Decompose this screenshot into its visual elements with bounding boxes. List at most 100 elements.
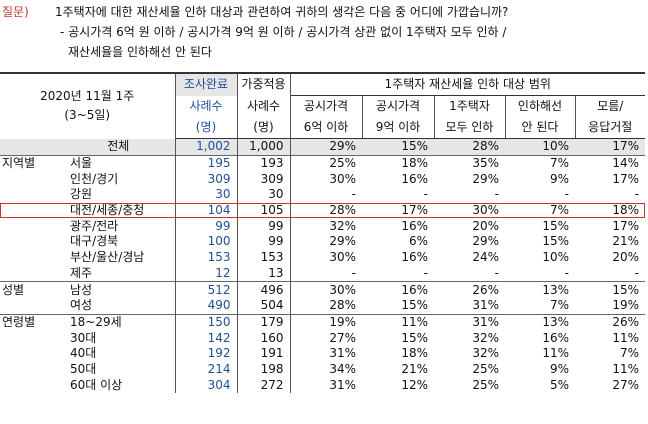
- row-label: 60대 이상: [70, 377, 123, 392]
- sample-done-value: 1,002: [174, 138, 237, 156]
- sample-done-value: 214: [174, 361, 237, 378]
- row-group: [0, 266, 62, 282]
- table-row: 지역별 서울 195 193 25% 18% 35% 7% 14%: [0, 154, 645, 172]
- percent-value: 11%: [612, 330, 639, 345]
- row-label: 전체: [62, 138, 175, 156]
- row-label: 제주: [70, 265, 93, 280]
- sample-weighted-value: 1,000: [236, 138, 290, 156]
- percent-value: 15%: [362, 138, 434, 156]
- row-label: 광주/전라: [70, 218, 119, 233]
- sample-done-value: 153: [174, 249, 237, 266]
- sample-weighted-value: 105: [236, 202, 290, 219]
- header-date: 2020년 11월 1주 (3~5일): [0, 72, 175, 139]
- row-group: [0, 218, 62, 234]
- percent-value: 28%: [289, 202, 362, 219]
- row-group: [0, 171, 62, 187]
- percent-value: 31%: [434, 313, 505, 331]
- percent-value: 13%: [505, 313, 575, 331]
- percent-value: 10%: [542, 250, 569, 265]
- percent-value: -: [634, 187, 639, 202]
- header-date-line1: 2020년 11월 1주: [40, 89, 135, 104]
- table-row: 강원 30 30- - - - -: [0, 187, 645, 203]
- percent-value: 34%: [289, 361, 362, 378]
- header-col-5-line1: 모름/: [574, 95, 645, 117]
- percent-value: 5%: [549, 377, 569, 392]
- header-sample-weighted-1: 가중적용: [236, 72, 290, 96]
- percent-value: 16%: [542, 330, 569, 345]
- percent-value: 25%: [289, 154, 362, 172]
- sample-weighted-value: 272: [236, 377, 290, 393]
- percent-value: -: [494, 265, 499, 280]
- header-col-1-line2: 6억 이하: [289, 117, 362, 139]
- percent-value: 9%: [549, 361, 569, 376]
- row-label: 강원: [70, 187, 93, 202]
- percent-value: 31%: [289, 345, 362, 362]
- sample-weighted-value: 153: [236, 249, 290, 266]
- percent-value: -: [494, 187, 499, 202]
- table-row: 대구/경북 100 99 29% 6% 29% 15% 21%: [0, 234, 645, 250]
- row-label: 50대: [70, 361, 97, 376]
- percent-value: 18%: [362, 154, 434, 172]
- row-group: [0, 346, 62, 362]
- percent-value: 28%: [434, 138, 505, 156]
- table-row: 제주 12 13- - - - -: [0, 265, 645, 282]
- header-col-2-line2: 9억 이하: [361, 117, 434, 139]
- sample-done-value: 12: [174, 265, 237, 282]
- sample-done-value: 142: [174, 330, 237, 346]
- header-range-title: 1주택자 재산세율 인하 대상 범위: [289, 72, 645, 96]
- percent-value: -: [564, 265, 569, 280]
- header-col-2-line1: 공시가격: [361, 95, 434, 117]
- sample-weighted-value: 30: [236, 187, 290, 203]
- percent-value: 9%: [549, 171, 569, 186]
- row-label: 서울: [62, 154, 175, 172]
- header-col-5-line2: 응답거절: [574, 117, 645, 139]
- header-sample-done-2: 사례수: [174, 95, 237, 117]
- row-label: 대전/세종/충청: [70, 203, 145, 218]
- table-row: 인천/경기 309 309 30% 16% 29% 9% 17%: [0, 171, 645, 188]
- percent-value: 11%: [612, 361, 639, 376]
- sample-weighted-value: 99: [236, 234, 290, 250]
- sample-weighted-value: 198: [236, 361, 290, 378]
- percent-value: 16%: [401, 171, 428, 186]
- question-line-1: 1주택자에 대한 재산세율 인하 대상과 관련하여 귀하의 생각은 다음 중 어…: [55, 5, 509, 19]
- percent-value: 7%: [505, 154, 575, 172]
- percent-value: -: [423, 187, 428, 202]
- table-row: 전체 1,002 1,000 29% 15% 28% 10% 17%: [0, 138, 645, 156]
- percent-value: 25%: [472, 377, 499, 392]
- percent-value: 11%: [362, 313, 434, 331]
- results-table: 2020년 11월 1주 (3~5일) 조사완료 가중적용 1주택자 재산세율 …: [0, 72, 645, 393]
- row-label: 18~29세: [62, 313, 175, 331]
- question-label: 질문): [2, 5, 29, 19]
- table-row: 대전/세종/충청 104 105 28% 17% 30% 7% 18%: [0, 202, 645, 219]
- percent-value: 14%: [575, 154, 645, 172]
- percent-value: 30%: [289, 171, 362, 188]
- header-sample-done-3: (명): [174, 117, 237, 139]
- table-row: 광주/전라 99 99 32% 16% 20% 15% 17%: [0, 218, 645, 235]
- percent-value: 25%: [472, 361, 499, 376]
- percent-value: 35%: [434, 154, 505, 172]
- question-line-2: - 공시가격 6억 원 이하 / 공시가격 9억 원 이하 / 공시가격 상관 …: [60, 25, 507, 39]
- percent-value: 18%: [612, 203, 639, 218]
- table-row: 60대 이상 304 272 31% 12% 25% 5% 27%: [0, 377, 645, 393]
- sample-weighted-value: 496: [236, 281, 290, 298]
- sample-done-value: 99: [174, 218, 237, 235]
- row-label: 대구/경북: [70, 234, 119, 249]
- percent-value: -: [634, 265, 639, 280]
- percent-value: 32%: [289, 218, 362, 235]
- percent-value: -: [564, 187, 569, 202]
- row-label: 40대: [70, 346, 97, 361]
- percent-value: 29%: [289, 138, 362, 156]
- table-row: 부산/울산/경남 153 153 30% 16% 24% 10% 20%: [0, 249, 645, 266]
- sample-weighted-value: 191: [236, 345, 290, 362]
- percent-value: 27%: [289, 330, 362, 346]
- percent-value: 7%: [619, 346, 639, 361]
- header-col-4-line1: 인하해선: [504, 95, 575, 117]
- row-group: [0, 138, 62, 156]
- row-label: 인천/경기: [70, 171, 119, 186]
- percent-value: 17%: [401, 203, 428, 218]
- row-group: 성별: [0, 281, 62, 298]
- percent-value: -: [289, 265, 362, 282]
- sample-done-value: 104: [174, 202, 237, 219]
- percent-value: 28%: [289, 297, 362, 315]
- sample-done-value: 150: [174, 313, 237, 331]
